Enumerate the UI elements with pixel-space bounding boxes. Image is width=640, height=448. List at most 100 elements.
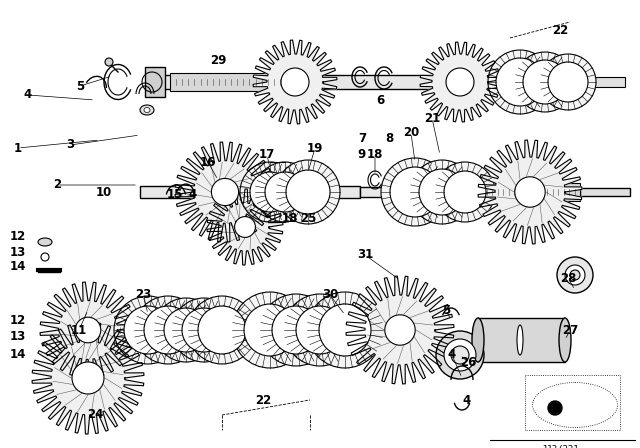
Text: 30: 30 xyxy=(322,289,338,302)
Polygon shape xyxy=(478,140,582,244)
Polygon shape xyxy=(155,75,580,89)
Circle shape xyxy=(114,296,182,364)
Polygon shape xyxy=(120,324,390,336)
Circle shape xyxy=(419,169,465,215)
Circle shape xyxy=(154,298,218,362)
Circle shape xyxy=(296,306,344,354)
Polygon shape xyxy=(40,282,136,378)
Polygon shape xyxy=(145,67,165,97)
Text: 21: 21 xyxy=(424,112,440,125)
Circle shape xyxy=(255,162,315,222)
Text: JJ3/221: JJ3/221 xyxy=(541,445,579,448)
Circle shape xyxy=(164,308,208,352)
Polygon shape xyxy=(580,188,630,196)
Ellipse shape xyxy=(472,318,484,362)
Text: 18: 18 xyxy=(367,148,383,161)
Text: 14: 14 xyxy=(10,348,26,361)
Circle shape xyxy=(444,339,476,371)
Text: 13: 13 xyxy=(10,331,26,344)
Circle shape xyxy=(548,62,588,102)
Circle shape xyxy=(72,362,104,394)
Circle shape xyxy=(557,257,593,293)
Polygon shape xyxy=(420,42,500,122)
Text: 20: 20 xyxy=(403,126,419,139)
Text: 22: 22 xyxy=(552,23,568,36)
Polygon shape xyxy=(478,318,565,362)
Text: 29: 29 xyxy=(210,53,226,66)
Text: 11: 11 xyxy=(71,323,87,336)
Text: 18: 18 xyxy=(282,211,298,224)
Text: 12: 12 xyxy=(10,231,26,244)
Circle shape xyxy=(232,292,308,368)
Text: 5: 5 xyxy=(76,79,84,92)
Ellipse shape xyxy=(517,325,523,355)
Circle shape xyxy=(515,52,575,112)
Polygon shape xyxy=(580,77,625,87)
Text: 4: 4 xyxy=(189,189,197,202)
Circle shape xyxy=(188,296,256,364)
Circle shape xyxy=(381,158,449,226)
Circle shape xyxy=(515,177,545,207)
Text: 12: 12 xyxy=(10,314,26,327)
Circle shape xyxy=(211,178,239,206)
Polygon shape xyxy=(32,322,144,434)
Text: 7: 7 xyxy=(358,132,366,145)
Text: 28: 28 xyxy=(560,271,576,284)
Polygon shape xyxy=(346,276,454,384)
Circle shape xyxy=(235,216,255,237)
Circle shape xyxy=(105,58,113,66)
Circle shape xyxy=(436,331,484,379)
Circle shape xyxy=(548,401,562,415)
Circle shape xyxy=(307,292,383,368)
Polygon shape xyxy=(170,73,280,91)
Polygon shape xyxy=(253,40,337,124)
Circle shape xyxy=(286,170,330,214)
Circle shape xyxy=(276,160,340,224)
Circle shape xyxy=(182,308,226,352)
Text: 5: 5 xyxy=(442,303,450,316)
Text: 24: 24 xyxy=(87,409,103,422)
Text: 16: 16 xyxy=(200,155,216,168)
Circle shape xyxy=(134,296,202,364)
Circle shape xyxy=(272,306,320,354)
Text: 4: 4 xyxy=(448,349,456,362)
Circle shape xyxy=(540,54,596,110)
Circle shape xyxy=(281,68,309,96)
Circle shape xyxy=(385,315,415,345)
Ellipse shape xyxy=(144,108,150,112)
Circle shape xyxy=(496,58,544,106)
Circle shape xyxy=(410,160,474,224)
Text: 4: 4 xyxy=(463,393,471,406)
Text: 25: 25 xyxy=(300,211,316,224)
Text: 6: 6 xyxy=(376,94,384,107)
Circle shape xyxy=(144,306,192,354)
Text: 19: 19 xyxy=(307,142,323,155)
Polygon shape xyxy=(470,183,580,201)
Circle shape xyxy=(240,162,300,222)
Text: 17: 17 xyxy=(259,148,275,161)
Circle shape xyxy=(523,60,567,104)
Circle shape xyxy=(244,304,296,356)
Polygon shape xyxy=(360,187,470,197)
Text: 2: 2 xyxy=(53,178,61,191)
Circle shape xyxy=(570,270,580,280)
Text: 31: 31 xyxy=(357,249,373,262)
Text: 27: 27 xyxy=(562,323,578,336)
Circle shape xyxy=(265,172,305,212)
Polygon shape xyxy=(120,321,160,339)
Circle shape xyxy=(451,346,469,364)
Polygon shape xyxy=(140,186,360,198)
Circle shape xyxy=(319,304,371,356)
Polygon shape xyxy=(175,142,275,242)
Circle shape xyxy=(284,294,356,366)
Circle shape xyxy=(435,162,495,222)
Text: 26: 26 xyxy=(460,356,476,369)
Text: 23: 23 xyxy=(135,289,151,302)
Text: 10: 10 xyxy=(96,185,112,198)
Text: 15: 15 xyxy=(167,189,183,202)
Circle shape xyxy=(124,306,172,354)
Text: 13: 13 xyxy=(10,246,26,258)
Circle shape xyxy=(76,317,101,343)
Text: 3: 3 xyxy=(66,138,74,151)
Circle shape xyxy=(260,294,332,366)
